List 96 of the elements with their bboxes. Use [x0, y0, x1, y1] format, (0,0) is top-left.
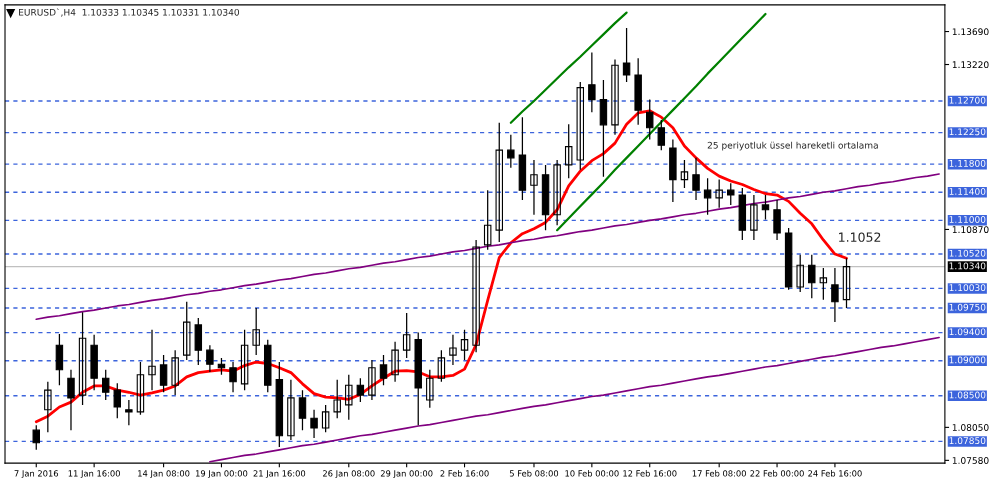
candlestick	[622, 27, 631, 83]
candlestick	[44, 381, 52, 433]
candlestick	[576, 81, 585, 171]
candlestick	[78, 311, 87, 406]
x-tick-label: 5 Feb 08:00	[509, 470, 559, 477]
x-tick-label: 21 Jan 16:00	[253, 470, 306, 479]
x-tick-label: 17 Feb 08:00	[692, 470, 746, 477]
candlestick	[356, 377, 365, 403]
y-tick-label: 1.13220	[952, 61, 989, 69]
candlestick	[831, 267, 839, 323]
ref-line-label: 1.09400	[949, 328, 986, 336]
candlestick	[773, 199, 781, 241]
x-tick-label: 19 Jan 00:00	[195, 470, 248, 479]
x-tick-label: 29 Jan 00:00	[380, 470, 433, 479]
candlestick	[588, 51, 596, 113]
candlestick	[727, 182, 735, 206]
candlestick	[715, 178, 723, 209]
ref-line-label: 1.10520	[949, 249, 986, 257]
line-series	[509, 11, 628, 124]
line-series	[556, 12, 767, 232]
line-series	[209, 336, 940, 463]
candlestick	[483, 189, 492, 251]
candlestick	[564, 123, 573, 179]
candlestick	[136, 361, 145, 416]
ref-line-label: 1.09750	[949, 303, 986, 311]
candlestick	[796, 254, 804, 293]
y-tick-label: 1.07580	[952, 457, 989, 464]
candlestick	[159, 354, 168, 393]
candlestick	[530, 159, 538, 216]
candlestick	[345, 374, 353, 421]
candlestick	[229, 361, 237, 393]
candlestick	[761, 194, 770, 221]
candlestick	[819, 267, 828, 301]
candlestick	[310, 409, 318, 439]
candlestick	[32, 424, 41, 451]
candlestick	[240, 329, 249, 391]
annotation: 1.1052	[839, 232, 881, 242]
x-tick-label: 22 Feb 00:00	[750, 470, 804, 477]
candlestick	[379, 354, 388, 386]
candlestick	[206, 344, 214, 373]
candlestick	[67, 369, 75, 431]
x-tick-label: 26 Jan 08:00	[323, 470, 375, 479]
candlestick	[703, 177, 712, 216]
candlestick	[645, 98, 654, 141]
ref-line-label: 1.11800	[949, 159, 986, 167]
candlestick	[391, 341, 399, 383]
candlestick	[553, 159, 561, 226]
candlestick	[750, 194, 758, 241]
ref-line-label: 1.12700	[949, 96, 986, 104]
candlestick	[182, 301, 191, 361]
x-tick-label: 11 Jan 16:00	[68, 470, 120, 479]
candlestick	[611, 58, 619, 136]
candlestick	[842, 257, 851, 309]
candlestick	[402, 312, 411, 359]
ref-line-label: 1.12250	[949, 128, 986, 136]
x-tick-label: 24 Feb 16:00	[808, 470, 862, 477]
ref-line-label: 1.11400	[949, 188, 986, 195]
candlestick	[472, 239, 480, 353]
candlestick	[808, 254, 816, 299]
ref-line-label: 1.07850	[949, 437, 986, 445]
candlestick	[333, 379, 341, 419]
candlestick	[101, 369, 110, 401]
x-tick-label: 10 Feb 00:00	[565, 470, 619, 477]
ref-line-label: 1.08500	[949, 391, 986, 399]
candlestick	[287, 379, 295, 441]
y-tick-label: 1.08050	[952, 424, 989, 431]
candlestick	[657, 119, 666, 151]
candlestick	[449, 334, 457, 366]
candlestick	[692, 157, 700, 201]
ref-line-label: 1.10030	[949, 284, 986, 292]
candlestick	[426, 369, 434, 409]
candlestick	[148, 329, 156, 391]
line-series	[35, 173, 940, 321]
ref-line-label: 1.09000	[949, 356, 986, 364]
candlestick	[321, 404, 330, 433]
candlestick	[252, 307, 260, 356]
candlestick	[298, 389, 307, 431]
chart-title: EURUSD`,H4 1.10333 1.10345 1.10331 1.10340	[19, 8, 240, 17]
candlestick	[460, 329, 469, 361]
x-tick-label: 14 Jan 08:00	[138, 470, 190, 479]
candlestick	[437, 349, 446, 383]
ref-line-label: 1.11000	[949, 216, 986, 223]
annotation: 25 periyotluk üssel hareketli ortalama	[707, 141, 878, 151]
x-tick-label: 12 Feb 16:00	[623, 470, 677, 477]
y-tick-label: 1.10870	[952, 226, 989, 234]
candlestick	[495, 122, 503, 243]
x-tick-label: 7 Jan 2016	[14, 470, 59, 479]
candlestick	[680, 159, 689, 189]
y-tick-label: 1.13690	[952, 28, 989, 36]
candlestick	[368, 359, 376, 401]
candlestick	[507, 134, 515, 169]
candlestick	[113, 382, 122, 419]
candlestick	[171, 349, 179, 396]
x-tick-label: 2 Feb 16:00	[440, 470, 489, 477]
candlestick	[125, 399, 133, 426]
ref-line-label: 1.10340	[949, 262, 986, 270]
